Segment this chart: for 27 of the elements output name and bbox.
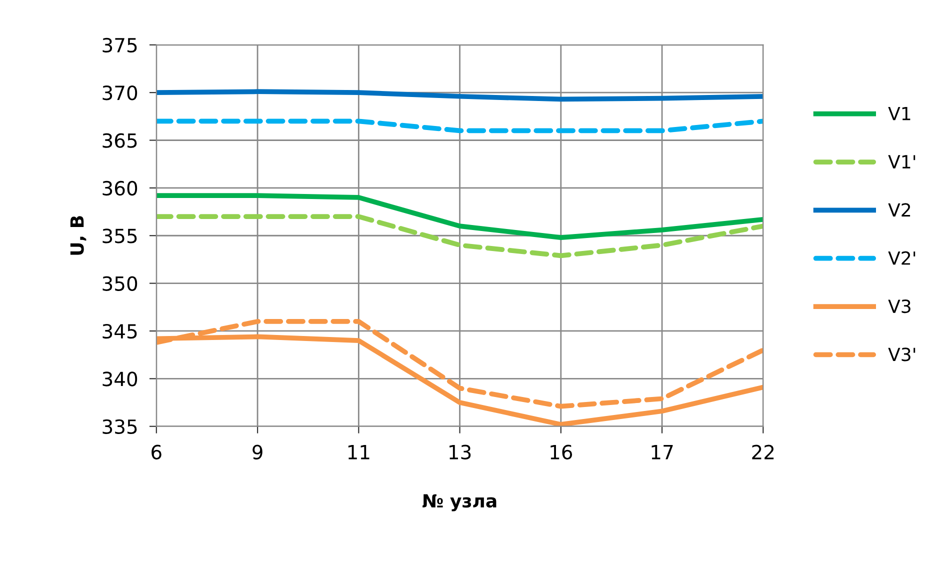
x-axis-title: № узла: [422, 494, 496, 512]
x-tick-label: 17: [652, 445, 673, 460]
y-tick-label: 365: [102, 133, 137, 148]
y-tick-label: 335: [102, 419, 137, 434]
legend-label: V3: [888, 299, 910, 314]
y-tick-label: 360: [102, 180, 138, 196]
x-tick-label: 16: [550, 444, 572, 460]
x-tick-label: 22: [752, 444, 774, 460]
y-tick-label: 370: [102, 86, 138, 100]
y-tick-label: 375: [102, 38, 137, 53]
y-tick-label: 355: [102, 228, 137, 244]
y-tick-label: 345: [102, 324, 137, 339]
line-series: [156, 214, 764, 258]
x-tick-label: 6: [152, 444, 162, 460]
y-tick-label: 340: [102, 372, 138, 386]
legend-label: V1': [888, 155, 916, 168]
legend-label: V1: [888, 107, 910, 120]
legend-label: V3': [888, 348, 916, 362]
x-tick-label: 9: [252, 444, 262, 460]
x-tick-label: 13: [450, 444, 471, 460]
legend-label: V2: [888, 203, 910, 217]
line-series: [156, 89, 764, 102]
x-tick-label: 11: [348, 445, 370, 460]
line-series: [156, 193, 764, 240]
legend-label: V2': [888, 251, 916, 265]
y-axis-title: U, В: [70, 216, 86, 255]
y-tick-label: 350: [102, 276, 138, 291]
